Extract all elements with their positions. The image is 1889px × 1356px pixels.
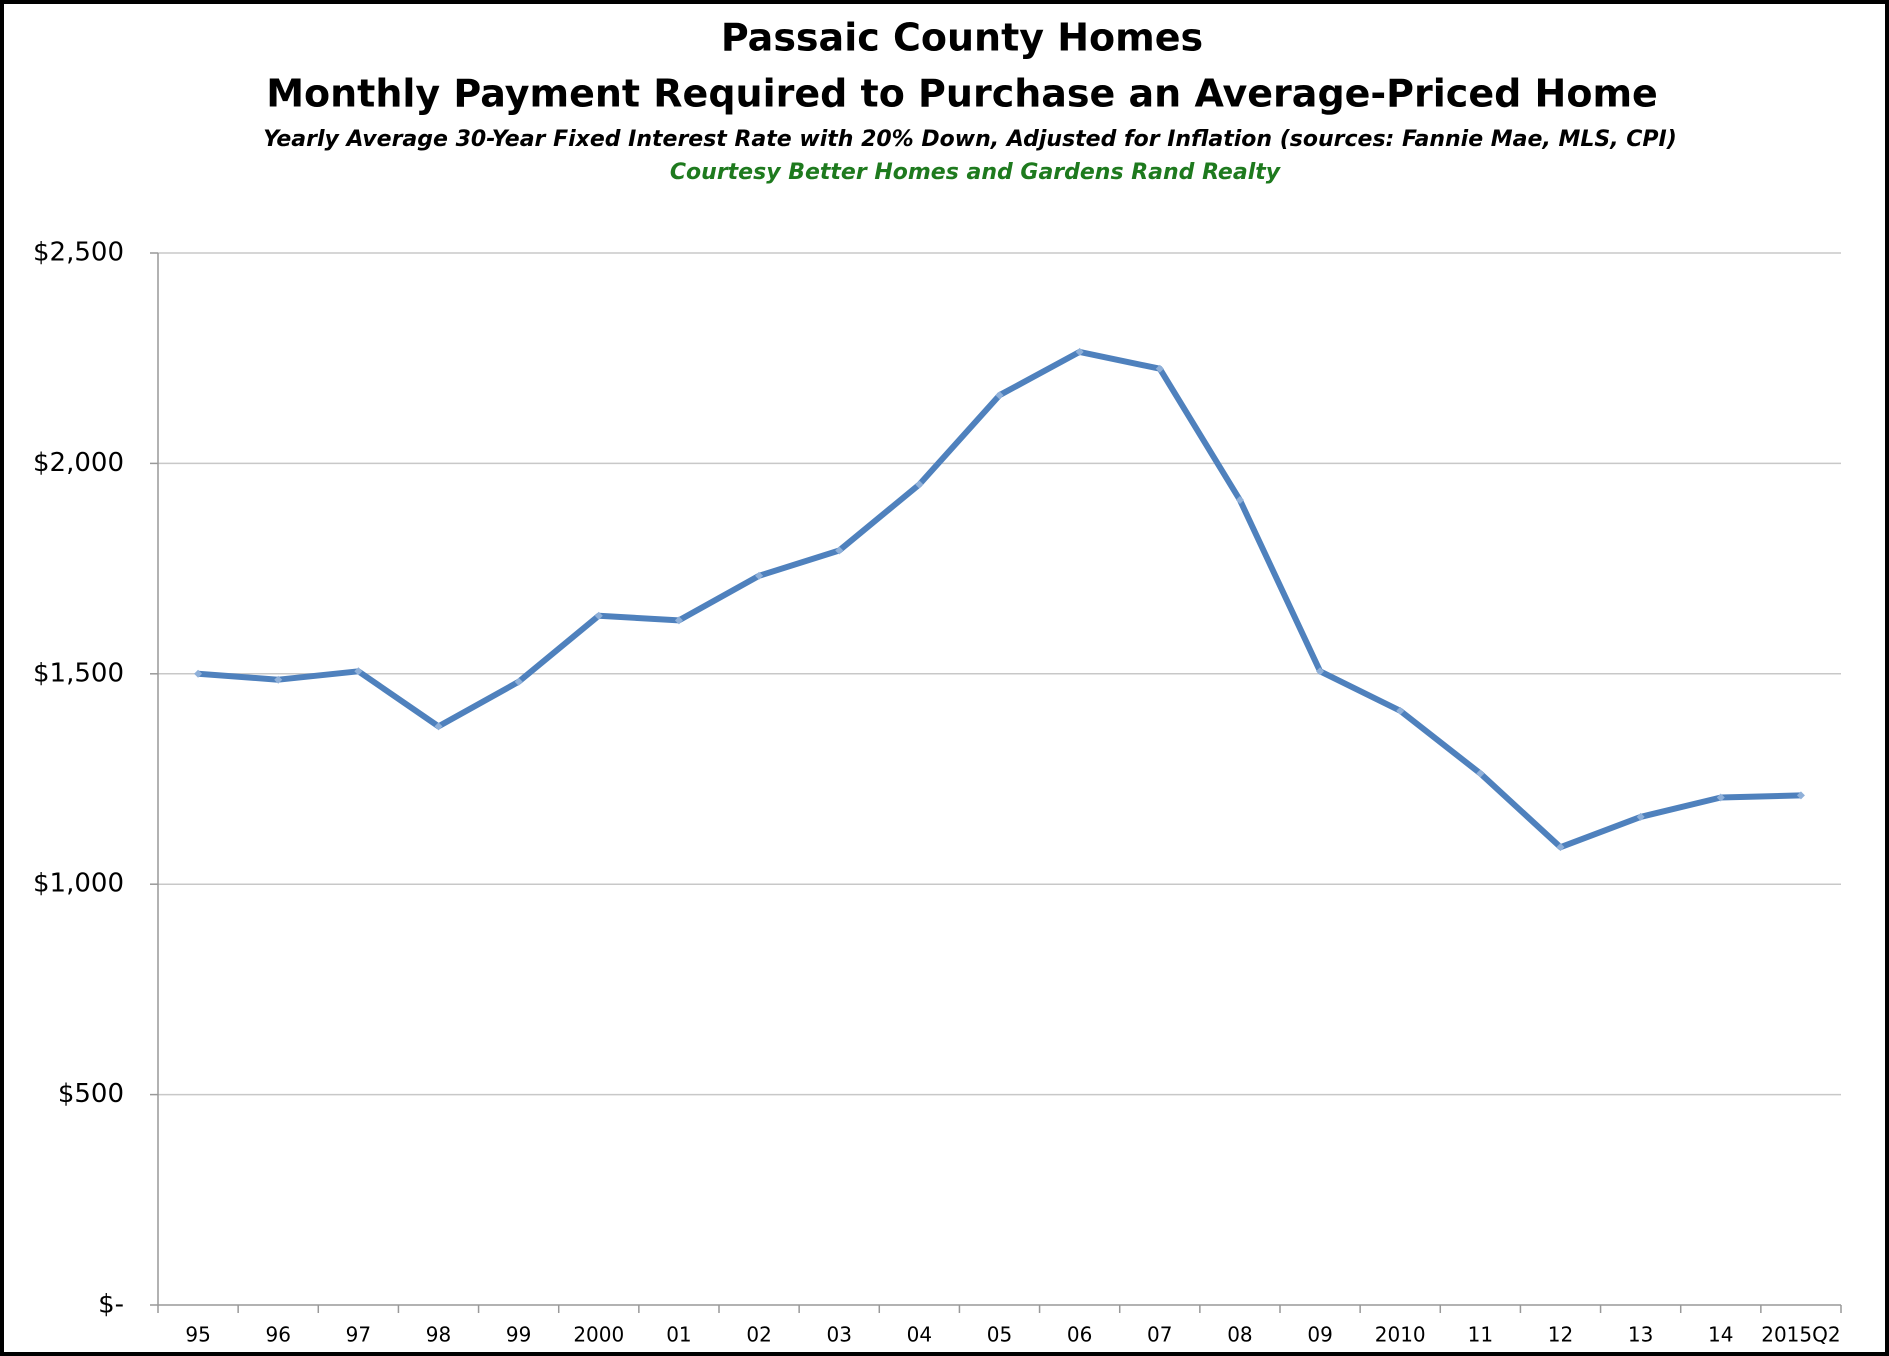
x-tick-label: 2015Q2 (1761, 1323, 1840, 1347)
x-tick-label: 14 (1708, 1323, 1733, 1347)
x-tick-label: 04 (907, 1323, 932, 1347)
chart-subtitle: Monthly Payment Required to Purchase an … (266, 72, 1658, 116)
x-tick-label: 06 (1067, 1323, 1092, 1347)
data-point (995, 391, 1004, 400)
chart-note: Yearly Average 30-Year Fixed Interest Ra… (263, 127, 1677, 152)
data-point (354, 667, 363, 676)
data-point (1796, 791, 1805, 800)
data-point (1476, 769, 1485, 778)
data-point (1075, 347, 1084, 356)
x-tick-label: 12 (1548, 1323, 1573, 1347)
x-tick-label: 13 (1628, 1323, 1653, 1347)
y-tick-label: $500 (58, 1079, 124, 1109)
data-point (1316, 667, 1325, 676)
x-tick-label: 95 (185, 1323, 210, 1347)
x-tick-label: 2010 (1375, 1323, 1426, 1347)
data-point (674, 616, 683, 625)
data-point (1636, 812, 1645, 821)
y-tick-label: $1,000 (33, 869, 124, 899)
y-tick-label: $2,000 (33, 448, 124, 478)
x-tick-label: 98 (426, 1323, 451, 1347)
x-tick-label: 07 (1147, 1323, 1172, 1347)
data-point (915, 480, 924, 489)
chart-credit: Courtesy Better Homes and Gardens Rand R… (670, 160, 1282, 185)
data-point (274, 675, 283, 684)
data-point (434, 722, 443, 731)
x-tick-label: 05 (987, 1323, 1012, 1347)
data-point (594, 611, 603, 620)
x-tick-label: 08 (1227, 1323, 1252, 1347)
x-tick-label: 02 (746, 1323, 771, 1347)
x-tick-label: 2000 (573, 1323, 624, 1347)
y-tick-label: $2,500 (33, 238, 124, 268)
x-tick-label: 09 (1307, 1323, 1332, 1347)
y-tick-label: $- (98, 1290, 124, 1320)
x-tick-label: 97 (346, 1323, 371, 1347)
x-tick-label: 96 (265, 1323, 290, 1347)
data-point (1716, 793, 1725, 802)
x-tick-label: 99 (506, 1323, 531, 1347)
data-point (1155, 364, 1164, 373)
data-point (194, 669, 203, 678)
data-point (1556, 843, 1565, 852)
data-point (755, 571, 764, 580)
data-point (835, 546, 844, 555)
data-point (514, 677, 523, 686)
y-tick-label: $1,500 (33, 658, 124, 688)
x-tick-label: 01 (666, 1323, 691, 1347)
x-tick-label: 03 (826, 1323, 851, 1347)
data-point (1396, 706, 1405, 715)
data-point (1235, 496, 1244, 505)
chart-title: Passaic County Homes (721, 16, 1203, 60)
x-tick-label: 11 (1468, 1323, 1493, 1347)
